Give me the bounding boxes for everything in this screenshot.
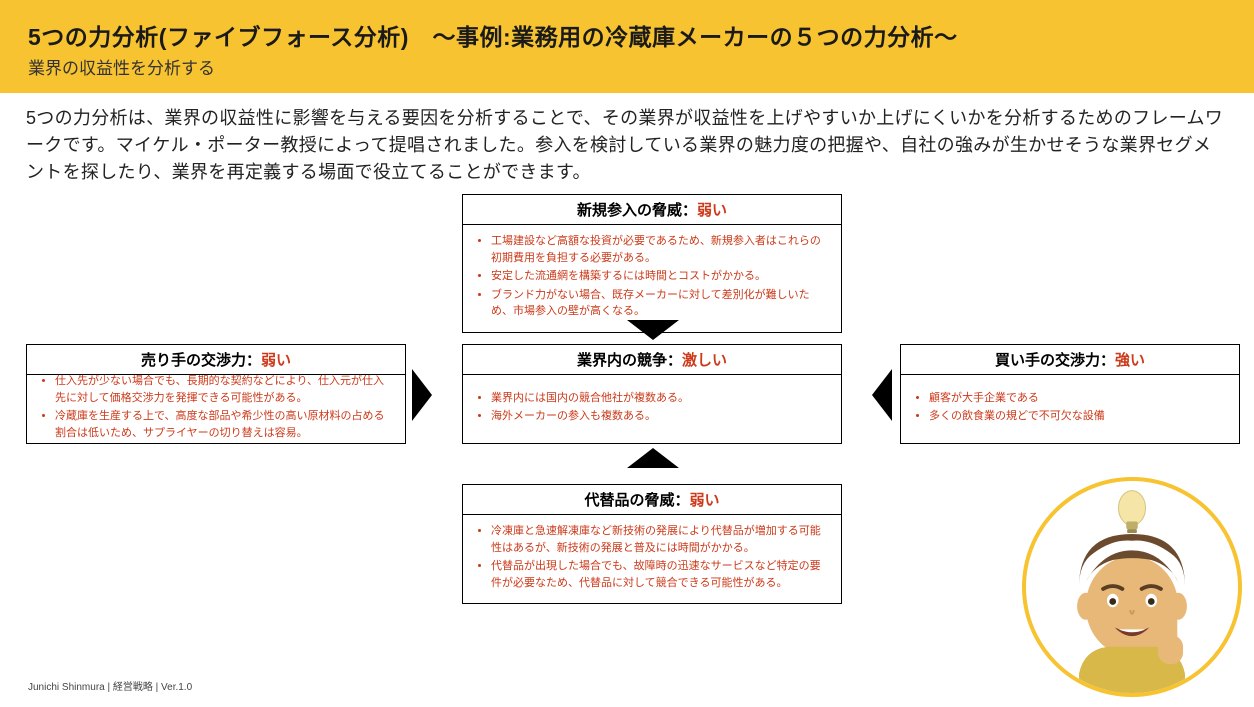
header-banner: 5つの力分析(ファイブフォース分析) 〜事例:業務用の冷蔵庫メーカーの５つの力分… [0, 0, 1254, 93]
force-title: 業界内の競争：激しい [463, 345, 841, 375]
avatar-memoji [1022, 477, 1242, 697]
arrow-left-icon [872, 369, 892, 421]
force-body: 冷凍庫と急速解凍庫など新技術の発展により代替品が増加する可能性はあるが、新技術の… [463, 515, 841, 603]
footer-text: Junichi Shinmura | 経営戦略 | Ver.1.0 [28, 678, 192, 693]
force-bullets: 仕入先が少ない場合でも、長期的な契約などにより、仕入元が仕入先に対して価格交渉力… [39, 373, 393, 443]
force-bullets: 工場建設など高額な投資が必要であるため、新規参入者はこれらの初期費用を負担する必… [475, 233, 829, 320]
bullet-item: 安定した流通網を構築するには時間とコストがかかる。 [491, 268, 829, 285]
bullet-item: 仕入先が少ない場合でも、長期的な契約などにより、仕入元が仕入先に対して価格交渉力… [55, 373, 393, 406]
force-bullets: 冷凍庫と急速解凍庫など新技術の発展により代替品が増加する可能性はあるが、新技術の… [475, 523, 829, 591]
force-substitutes: 代替品の脅威：弱い 冷凍庫と急速解凍庫など新技術の発展により代替品が増加する可能… [462, 484, 842, 604]
arrow-up-icon [627, 448, 679, 468]
force-title: 新規参入の脅威：弱い [463, 195, 841, 225]
memoji-icon [1026, 481, 1238, 693]
force-new-entrants: 新規参入の脅威：弱い 工場建設など高額な投資が必要であるため、新規参入者はこれら… [462, 194, 842, 333]
force-title: 代替品の脅威：弱い [463, 485, 841, 515]
force-bullets: 顧客が大手企業である多くの飲食業の規どで不可欠な設備 [913, 390, 1105, 427]
bullet-item: 冷蔵庫を生産する上で、高度な部品や希少性の高い原材料の占める割合は低いため、サプ… [55, 408, 393, 441]
page-subtitle: 業界の収益性を分析する [28, 54, 1226, 79]
bullet-item: 多くの飲食業の規どで不可欠な設備 [929, 408, 1105, 425]
force-label: 売り手の交渉力： [141, 352, 261, 369]
force-body: 顧客が大手企業である多くの飲食業の規どで不可欠な設備 [901, 375, 1239, 443]
force-level: 弱い [261, 352, 291, 369]
arrow-down-icon [627, 320, 679, 340]
force-label: 買い手の交渉力： [995, 352, 1115, 369]
force-label: 代替品の脅威： [584, 492, 689, 509]
force-level: 弱い [690, 492, 720, 509]
page-title: 5つの力分析(ファイブフォース分析) 〜事例:業務用の冷蔵庫メーカーの５つの力分… [28, 18, 1226, 52]
bullet-item: 顧客が大手企業である [929, 390, 1105, 407]
force-body: 業界内には国内の競合他社が複数ある。海外メーカーの参入も複数ある。 [463, 375, 841, 443]
bullet-item: 工場建設など高額な投資が必要であるため、新規参入者はこれらの初期費用を負担する必… [491, 233, 829, 266]
force-suppliers: 売り手の交渉力：弱い 仕入先が少ない場合でも、長期的な契約などにより、仕入元が仕… [26, 344, 406, 444]
force-title: 売り手の交渉力：弱い [27, 345, 405, 375]
bullet-item: 代替品が出現した場合でも、故障時の迅速なサービスなど特定の要件が必要なため、代替… [491, 558, 829, 591]
intro-text: 5つの力分析は、業界の収益性に影響を与える要因を分析することで、その業界が収益性… [0, 93, 1254, 194]
bullet-item: ブランド力がない場合、既存メーカーに対して差別化が難しいため、市場参入の壁が高く… [491, 287, 829, 320]
force-level: 強い [1115, 352, 1145, 369]
arrow-right-icon [412, 369, 432, 421]
bullet-item: 海外メーカーの参入も複数ある。 [491, 408, 689, 425]
force-title: 買い手の交渉力：強い [901, 345, 1239, 375]
force-bullets: 業界内には国内の競合他社が複数ある。海外メーカーの参入も複数ある。 [475, 390, 689, 427]
force-label: 業界内の競争： [577, 352, 682, 369]
bullet-item: 冷凍庫と急速解凍庫など新技術の発展により代替品が増加する可能性はあるが、新技術の… [491, 523, 829, 556]
force-level: 弱い [697, 202, 727, 219]
force-label: 新規参入の脅威： [577, 202, 697, 219]
force-body: 工場建設など高額な投資が必要であるため、新規参入者はこれらの初期費用を負担する必… [463, 225, 841, 332]
force-body: 仕入先が少ない場合でも、長期的な契約などにより、仕入元が仕入先に対して価格交渉力… [27, 375, 405, 443]
force-level: 激しい [682, 352, 727, 369]
bullet-item: 業界内には国内の競合他社が複数ある。 [491, 390, 689, 407]
force-rivalry: 業界内の競争：激しい 業界内には国内の競合他社が複数ある。海外メーカーの参入も複… [462, 344, 842, 444]
force-buyers: 買い手の交渉力：強い 顧客が大手企業である多くの飲食業の規どで不可欠な設備 [900, 344, 1240, 444]
